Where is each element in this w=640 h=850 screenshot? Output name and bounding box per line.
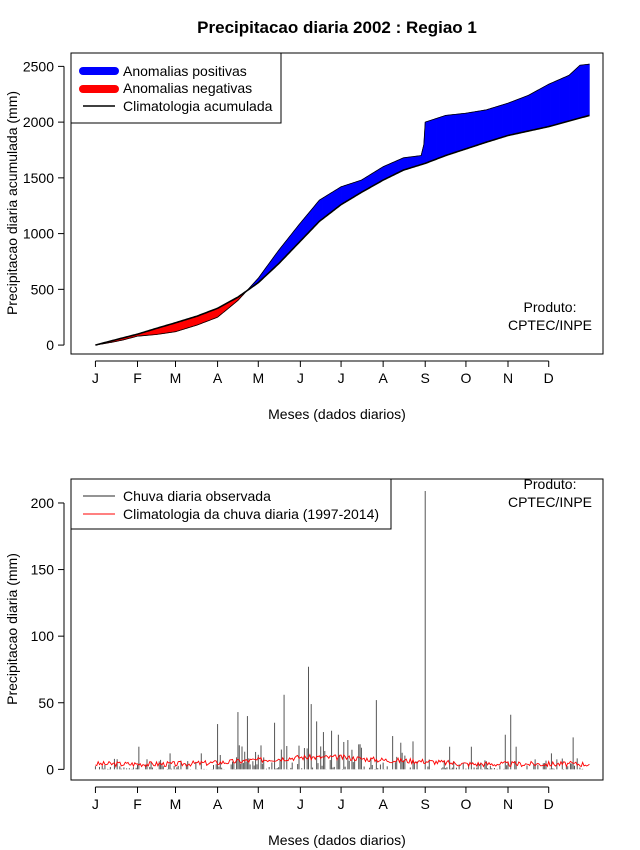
legend-label-daily-climatology: Climatologia da chuva diaria (1997-2014) [123,506,379,522]
x-tick-label: A [213,796,223,812]
x-tick-label: N [503,796,513,812]
y-tick-label: 2500 [23,58,54,74]
chart-title: Precipitacao diaria 2002 : Regiao 1 [197,18,477,37]
legend-top: Anomalias positivas Anomalias negativas … [70,52,282,124]
legend-label-climatology: Climatologia acumulada [123,98,273,114]
x-axis-title-top: Meses (dados diarios) [268,406,406,422]
x-tick-label: A [378,370,388,386]
x-tick-label: S [421,796,430,812]
legend-bottom: Chuva diaria observada Climatologia da c… [70,478,392,530]
plot-frame-top [70,52,604,355]
legend-label-positive: Anomalias positivas [123,63,247,79]
x-tick-label: J [92,796,99,812]
y-tick-label: 2000 [23,114,54,130]
y-tick-label: 0 [46,337,54,353]
climatology-cumulative-line [95,114,590,346]
x-tick-label: M [252,370,264,386]
legend-label-negative: Anomalias negativas [123,80,252,96]
y-tick-label: 100 [31,628,55,644]
x-tick-label: M [252,796,264,812]
y-axis-top: 0 500 1000 1500 2000 2500 [23,58,65,353]
product-credit-bottom: CPTEC/INPE [508,494,592,510]
daily-climatology-line [95,753,590,769]
positive-anomaly-segment [587,63,590,117]
x-tick-label: F [133,370,142,386]
y-tick-label: 150 [31,562,55,578]
x-tick-label: D [544,370,554,386]
panel-daily: 0 50 100 150 200 J F M A M J J A S O N D Meses (dados d… [4,476,604,848]
y-axis-bottom: 0 50 100 150 200 [31,495,65,777]
x-tick-label: D [544,796,554,812]
x-tick-label: S [421,370,430,386]
y-tick-label: 0 [46,761,54,777]
y-axis-title-top: Precipitacao diaria acumulada (mm) [4,91,20,315]
x-axis-title-bottom: Meses (dados diarios) [268,832,406,848]
observed-cumulative-outline [95,63,590,346]
y-tick-label: 50 [38,695,54,711]
x-tick-label: M [170,796,182,812]
y-tick-label: 1500 [23,170,54,186]
x-tick-label: A [378,796,388,812]
product-label-bottom: Produto: [524,476,577,492]
legend-box-bottom [70,478,392,530]
x-tick-label: N [503,370,513,386]
y-tick-label: 200 [31,495,55,511]
x-tick-label: M [170,370,182,386]
x-tick-label: A [213,370,223,386]
product-label-top: Produto: [524,299,577,315]
x-tick-label: J [338,370,345,386]
panel-cumulative: 0 500 1000 1500 2000 2500 J F M A M J J A S O N D Meses … [4,52,604,422]
x-tick-label: J [297,370,304,386]
legend-label-observed: Chuva diaria observada [123,488,271,504]
x-tick-label: O [460,796,471,812]
x-tick-label: F [133,796,142,812]
product-credit-top: CPTEC/INPE [508,317,592,333]
daily-rain-bars [94,490,584,770]
y-axis-title-bottom: Precipitacao diaria (mm) [4,553,20,705]
y-tick-label: 1000 [23,226,54,242]
y-tick-label: 500 [31,281,55,297]
x-tick-label: J [92,370,99,386]
x-tick-label: J [338,796,345,812]
x-tick-label: O [460,370,471,386]
x-tick-label: J [297,796,304,812]
